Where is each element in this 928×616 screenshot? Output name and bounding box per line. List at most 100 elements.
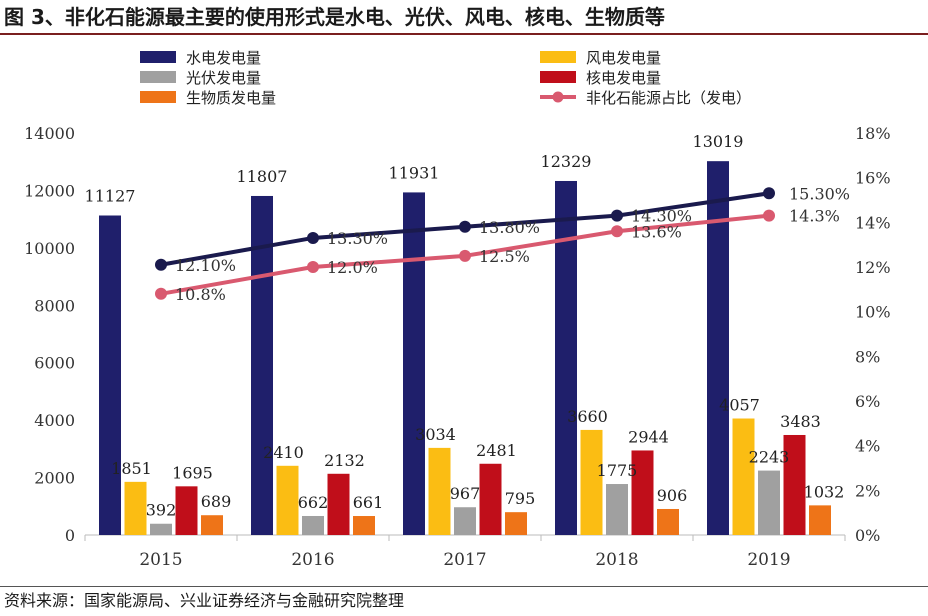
bar: [428, 447, 451, 535]
y-tick-label: 6000: [34, 354, 75, 373]
line-marker: [611, 225, 623, 238]
bar: [124, 481, 147, 535]
figure-title: 图 3、非化石能源最主要的使用形式是水电、光伏、风电、核电、生物质等: [4, 5, 665, 29]
y2-tick-label: 14%: [855, 213, 891, 232]
y2-tick-label: 12%: [855, 258, 891, 277]
x-tick-label: 2017: [443, 550, 486, 570]
bar: [302, 515, 324, 535]
bar: [353, 516, 375, 535]
legend-swatch: [540, 51, 576, 63]
bar: [758, 470, 780, 535]
bar-data-label: 392: [146, 501, 177, 520]
y-tick-label: 0: [65, 526, 75, 545]
bar-data-label: 2132: [324, 451, 365, 470]
footer-rule: [0, 586, 928, 587]
bar-data-label: 795: [505, 489, 536, 508]
bar-data-label: 661: [353, 493, 384, 512]
bar: [505, 512, 527, 535]
y2-tick-label: 4%: [855, 437, 880, 456]
bar: [454, 507, 476, 535]
y-tick-label: 8000: [34, 296, 75, 315]
line-marker: [307, 231, 319, 244]
bar-data-label: 1032: [804, 482, 845, 501]
bar-data-label: 662: [298, 493, 329, 512]
line-data-label: 12.10%: [175, 256, 236, 275]
x-axis: 2015 2016 2017 2018 2019: [84, 534, 846, 570]
x-tick-label: 2015: [139, 550, 182, 570]
x-tick-label: 2016: [291, 550, 334, 570]
bar: [580, 429, 603, 535]
line-data-label: 12.0%: [327, 258, 378, 277]
bar: [150, 523, 172, 535]
y-tick-label: 10000: [24, 239, 75, 258]
legend-swatch: [140, 91, 176, 103]
y2-tick-label: 18%: [855, 124, 891, 143]
line-data-label: 12.5%: [479, 247, 530, 266]
y2-tick-label: 6%: [855, 392, 880, 411]
bar: [606, 484, 628, 535]
bar: [732, 418, 755, 535]
bar-series: [99, 161, 831, 536]
legend-label: 风电发电量: [586, 49, 661, 67]
bar-data-label: 2243: [749, 448, 790, 467]
bar-data-label: 906: [657, 486, 688, 505]
bar-data-label: 3034: [415, 425, 456, 444]
line-marker: [763, 187, 775, 200]
bar: [555, 180, 577, 535]
source-note: 资料来源：国家能源局、兴业证券经济与金融研究院整理: [4, 591, 405, 610]
legend-swatch: [140, 51, 176, 63]
bar-data-label: 1695: [172, 463, 213, 482]
y2-tick-label: 2%: [855, 481, 880, 500]
legend-label: 核电发电量: [586, 69, 661, 87]
y-axis-left: 0 2000 4000 6000 8000 10000 12000 14000: [24, 124, 75, 545]
legend-swatch: [140, 71, 176, 83]
line-data-label: 13.30%: [327, 229, 388, 248]
bar: [175, 486, 198, 535]
bar-data-label: 1851: [111, 459, 152, 478]
x-tick-label: 2019: [747, 550, 790, 570]
y-tick-label: 12000: [24, 181, 75, 200]
line-data-label: 13.80%: [479, 218, 540, 237]
bar: [327, 473, 350, 535]
bar-data-label: 3483: [780, 412, 821, 431]
bar: [251, 195, 273, 535]
line-data-label: 15.30%: [789, 184, 850, 203]
bar-data-label: 2481: [476, 441, 517, 460]
y-tick-label: 14000: [24, 124, 75, 143]
line-marker: [155, 258, 167, 271]
y2-tick-label: 0%: [855, 526, 880, 545]
legend-swatch: [540, 71, 576, 83]
bar-data-label: 2944: [628, 427, 669, 446]
bar-data-label: 11931: [389, 163, 440, 182]
line-data-label: 13.6%: [631, 222, 682, 241]
line-data-label: 14.30%: [631, 207, 692, 226]
legend-label: 非化石能源占比（发电）: [586, 89, 751, 107]
y2-tick-label: 10%: [855, 303, 891, 322]
line-marker: [459, 249, 471, 262]
line-marker: [763, 209, 775, 222]
bar: [631, 450, 654, 535]
legend-label: 水电发电量: [186, 49, 261, 67]
line-data-label: 14.3%: [789, 207, 840, 226]
legend-label: 生物质发电量: [186, 89, 276, 107]
line-data-label: 10.8%: [175, 285, 226, 304]
y2-tick-label: 16%: [855, 169, 891, 188]
bar-data-label: 11807: [237, 167, 288, 186]
line-marker: [459, 220, 471, 233]
bar-data-label: 11127: [85, 186, 136, 205]
x-tick-label: 2018: [595, 550, 638, 570]
bar-data-label: 13019: [693, 132, 744, 151]
title-rule: [0, 33, 928, 35]
bar-data-label: 1775: [597, 461, 638, 480]
legend-label: 光伏发电量: [186, 69, 261, 87]
bar: [809, 505, 831, 535]
legend-swatch-marker: [552, 91, 564, 103]
line-series: [155, 187, 775, 300]
bar-data-label: 12329: [541, 152, 592, 171]
line-marker: [155, 287, 167, 300]
y-tick-label: 2000: [34, 469, 75, 488]
bar: [707, 161, 729, 536]
y-tick-label: 4000: [34, 411, 75, 430]
